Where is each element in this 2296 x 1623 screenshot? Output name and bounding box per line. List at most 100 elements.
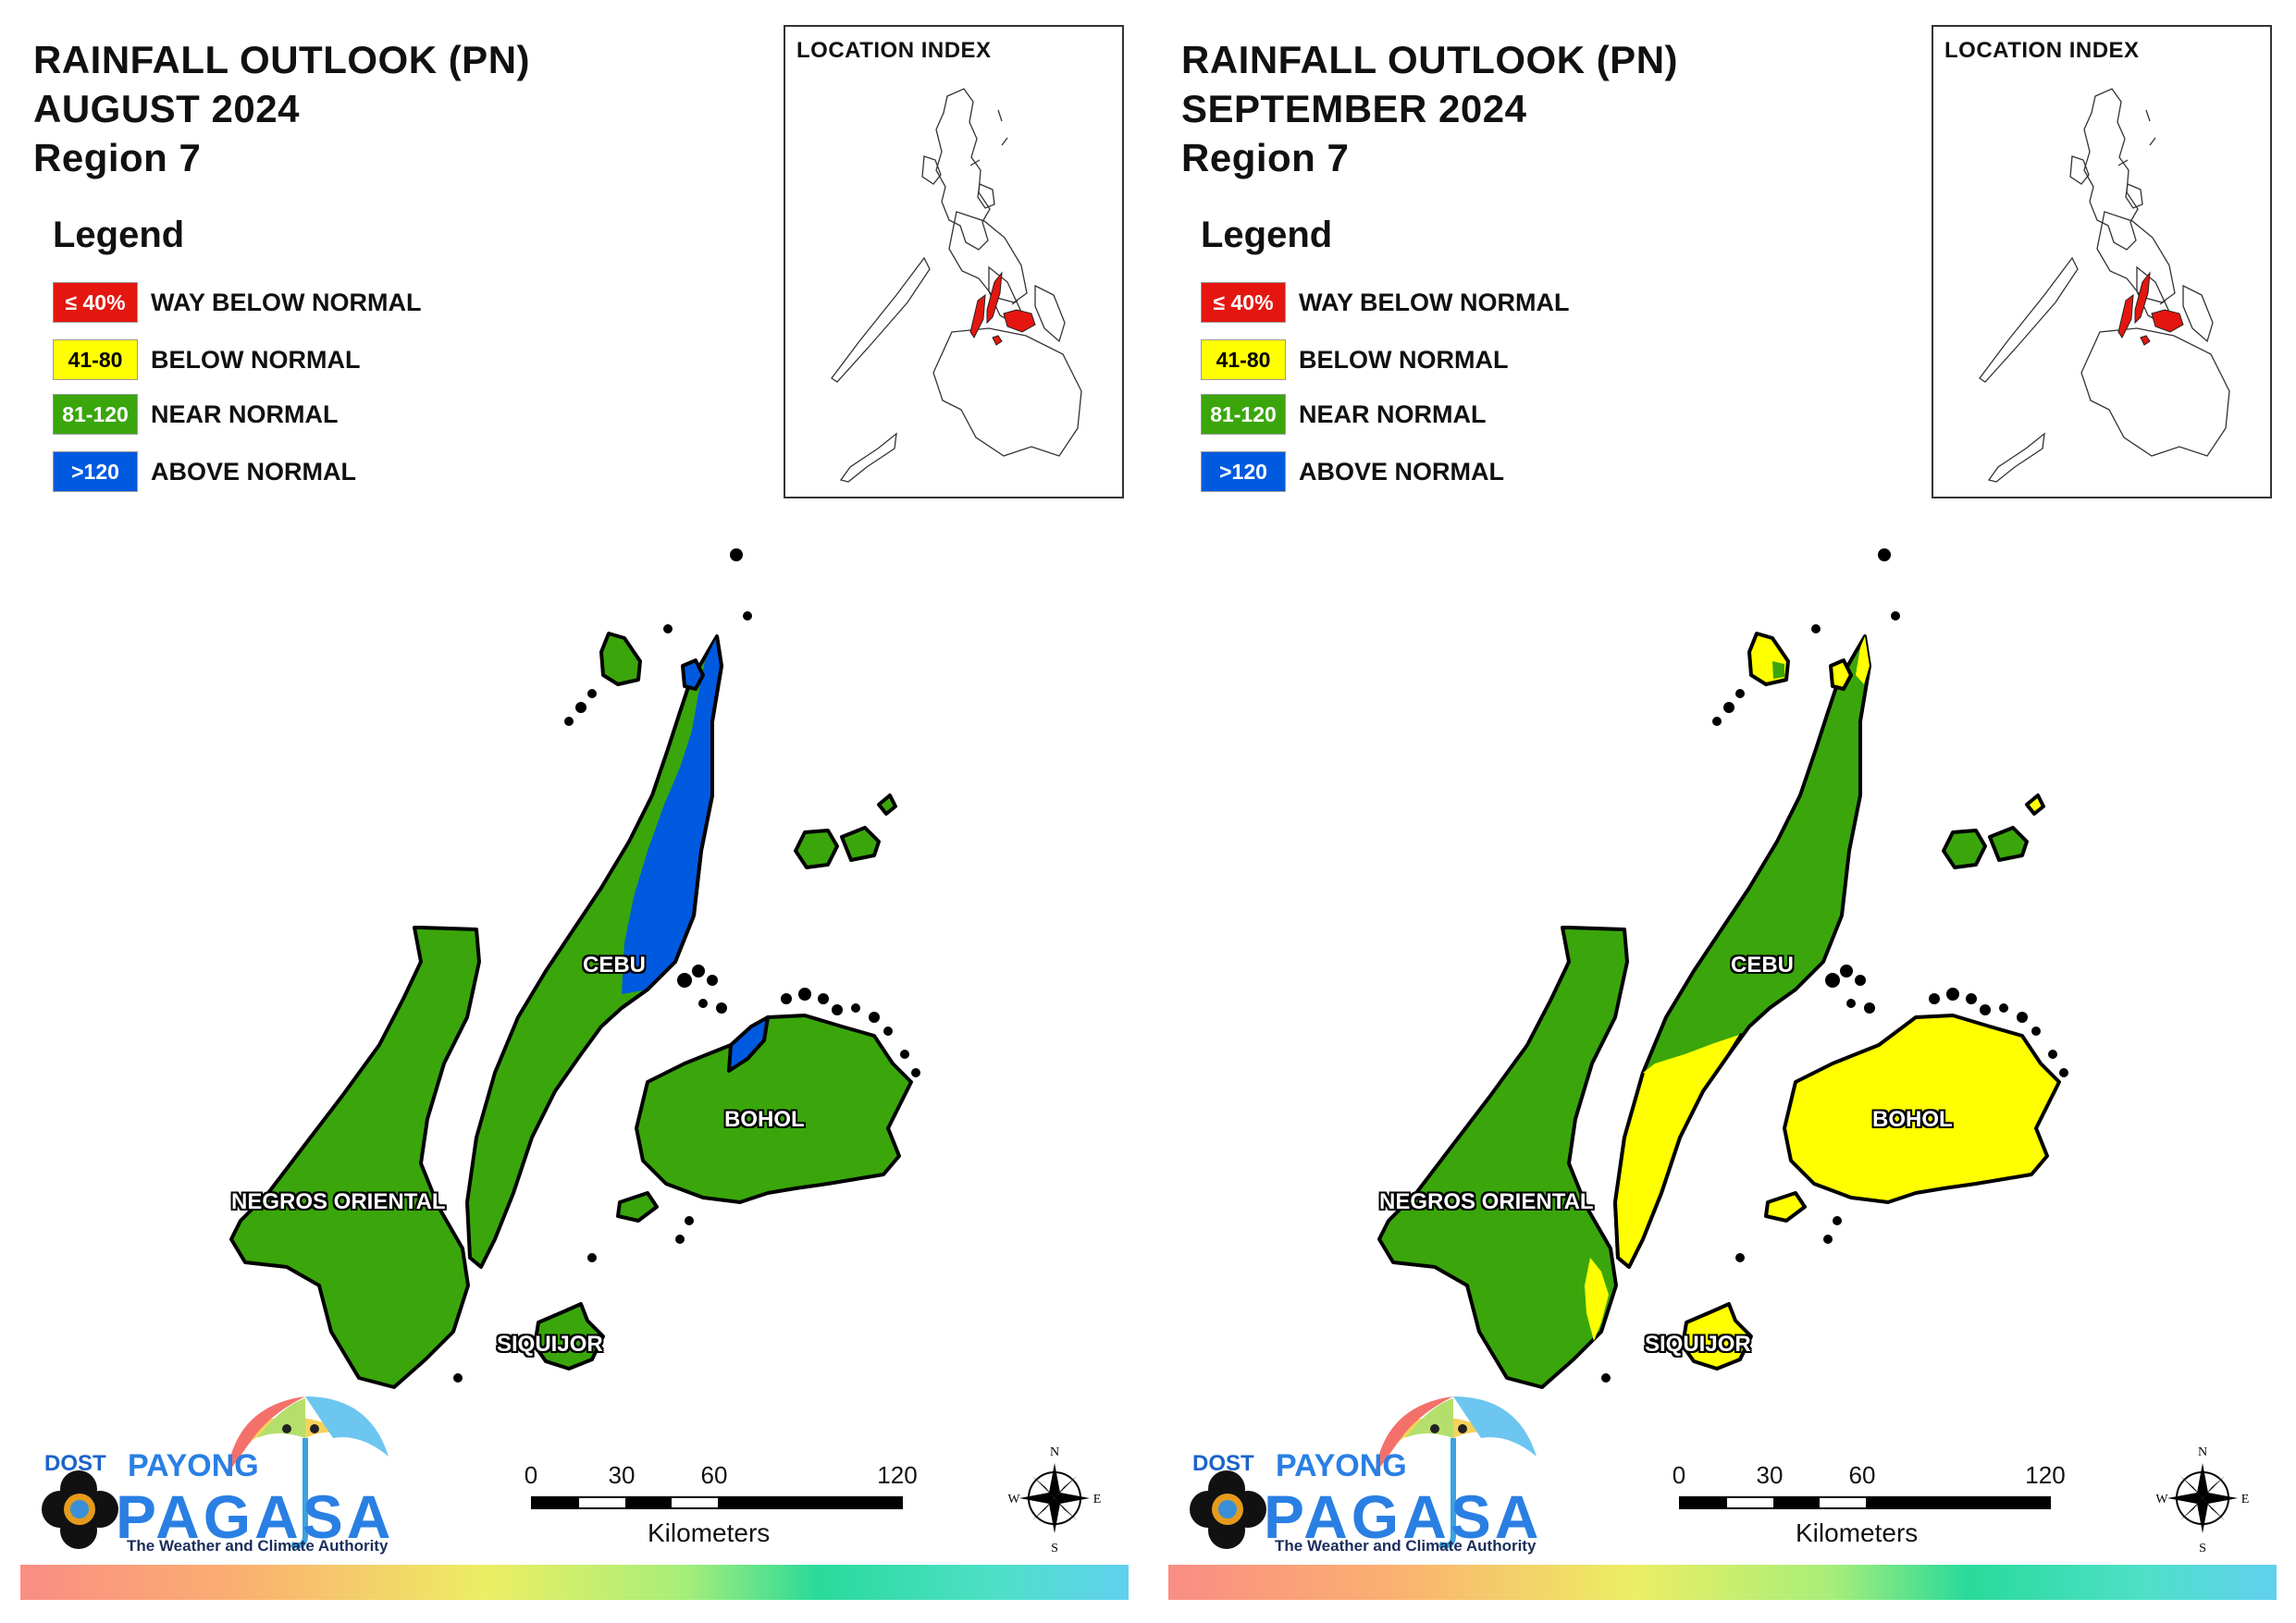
- bohol-above-normal-zone: [727, 1015, 770, 1073]
- compass-n: N: [1050, 1445, 1059, 1459]
- logo-pagasa-text: PAGASA: [1264, 1482, 1543, 1551]
- umbrella-icon: [42, 1396, 389, 1549]
- logo-pagasa-text: PAGASA: [116, 1482, 395, 1551]
- place-label-cebu: CEBU: [1731, 953, 1795, 977]
- scale-tick-label: 120: [877, 1461, 918, 1489]
- location-index-inset: LOCATION INDEX: [1932, 25, 2272, 498]
- compass-e: E: [1093, 1493, 1101, 1506]
- logo-payong-text: PAYONG: [1276, 1448, 1407, 1483]
- legend-item-way-below: ≤ 40% WAY BELOW NORMAL: [53, 282, 422, 323]
- outlook-panel-august: RAINFALL OUTLOOK (PN) AUGUST 2024 Region…: [20, 25, 1129, 1600]
- title-line-1: RAINFALL OUTLOOK (PN): [1181, 38, 1679, 81]
- negros-oriental-region: [1377, 926, 1629, 1389]
- title-line-3: Region 7: [33, 136, 202, 179]
- logo-tagline: The Weather and Climate Authority: [1275, 1537, 1537, 1555]
- scale-tick-label: 60: [700, 1461, 728, 1489]
- legend-item-way-below: ≤ 40% WAY BELOW NORMAL: [1201, 282, 1570, 323]
- legend-label: BELOW NORMAL: [1299, 345, 1509, 374]
- bohol-region: [635, 1014, 913, 1204]
- title-line-1: RAINFALL OUTLOOK (PN): [33, 38, 531, 81]
- philippines-index-map: [1979, 88, 2230, 483]
- compass-s: S: [1051, 1542, 1058, 1554]
- camotes-region: [1942, 826, 2029, 869]
- legend-swatch: 41-80: [1201, 339, 1286, 380]
- compass-w: W: [2156, 1493, 2168, 1506]
- place-label-negros-oriental: NEGROS ORIENTAL: [1379, 1189, 1594, 1214]
- legend-label: NEAR NORMAL: [151, 400, 339, 428]
- location-index-title: LOCATION INDEX: [796, 38, 992, 63]
- region-7-map: [1377, 548, 2068, 1389]
- map-title: RAINFALL OUTLOOK (PN) SEPTEMBER 2024 Reg…: [1181, 35, 1678, 182]
- siquijor-region: [1681, 1302, 1753, 1371]
- scale-unit-label: Kilometers: [1796, 1518, 1919, 1547]
- compass-w: W: [1008, 1493, 1020, 1506]
- legend-swatch: >120: [53, 451, 138, 492]
- compass-e: E: [2241, 1493, 2249, 1506]
- footer-gradient-bar: [1168, 1565, 2277, 1600]
- place-label-negros-oriental: NEGROS ORIENTAL: [231, 1189, 446, 1214]
- scale-tick-label: 30: [1756, 1461, 1784, 1489]
- map-title: RAINFALL OUTLOOK (PN) AUGUST 2024 Region…: [33, 35, 530, 182]
- title-line-2: AUGUST 2024: [33, 87, 300, 130]
- legend-swatch: >120: [1201, 451, 1286, 492]
- scale-bar-graphic: [531, 1496, 903, 1509]
- cebu-below-normal-zone: [1615, 1034, 1742, 1267]
- legend-swatch: 81-120: [1201, 394, 1286, 435]
- legend-item-below: 41-80 BELOW NORMAL: [1201, 339, 1508, 380]
- title-line-3: Region 7: [1181, 136, 1350, 179]
- place-label-cebu: CEBU: [583, 953, 647, 977]
- scale-tick-label: 60: [1848, 1461, 1876, 1489]
- legend-title: Legend: [1201, 215, 1333, 255]
- compass-n: N: [2198, 1445, 2207, 1459]
- scale-bar-graphic: [1679, 1496, 2051, 1509]
- compass-rose-icon: N S W E: [1007, 1445, 1101, 1555]
- philippines-index-map: [831, 88, 1082, 483]
- umbrella-icon: [1190, 1396, 1537, 1549]
- bohol-region: [1783, 1014, 2061, 1204]
- scale-tick-label: 0: [524, 1461, 538, 1489]
- region-7-map: [229, 548, 920, 1389]
- legend-swatch: ≤ 40%: [53, 282, 138, 323]
- negros-below-normal-zone: [1585, 1258, 1609, 1341]
- compass-rose-icon: N S W E: [2155, 1445, 2249, 1555]
- legend-swatch: 41-80: [53, 339, 138, 380]
- legend-label: NEAR NORMAL: [1299, 400, 1487, 428]
- scale-tick-label: 0: [1672, 1461, 1686, 1489]
- scale-tick-label: 30: [608, 1461, 636, 1489]
- legend-label: WAY BELOW NORMAL: [151, 288, 422, 316]
- legend-item-above: >120 ABOVE NORMAL: [1201, 451, 1504, 492]
- legend-label: BELOW NORMAL: [151, 345, 361, 374]
- logo-payong-text: PAYONG: [128, 1448, 259, 1483]
- location-index-inset: LOCATION INDEX: [784, 25, 1124, 498]
- legend-item-near: 81-120 NEAR NORMAL: [1201, 394, 1487, 435]
- negros-oriental-region: [229, 926, 481, 1389]
- legend-item-near: 81-120 NEAR NORMAL: [53, 394, 339, 435]
- pagasa-logo: DOST PAYONG PAGASA The Weather and Clima…: [1176, 1387, 1546, 1572]
- legend-title: Legend: [53, 215, 185, 255]
- legend-swatch: ≤ 40%: [1201, 282, 1286, 323]
- place-label-siquijor: SIQUIJOR: [497, 1332, 603, 1357]
- camotes-region: [794, 793, 897, 869]
- cebu-above-normal-zone: [622, 636, 722, 994]
- legend-item-below: 41-80 BELOW NORMAL: [53, 339, 360, 380]
- scale-bar: 0 30 60 120 Kilometers: [518, 1461, 925, 1563]
- logo-tagline: The Weather and Climate Authority: [127, 1537, 389, 1555]
- legend-label: WAY BELOW NORMAL: [1299, 288, 1570, 316]
- north-arrow-compass: N S W E: [2155, 1443, 2249, 1555]
- footer-gradient-bar: [20, 1565, 1129, 1600]
- title-line-2: SEPTEMBER 2024: [1181, 87, 1527, 130]
- pagasa-logo: DOST PAYONG PAGASA The Weather and Clima…: [28, 1387, 398, 1572]
- outlook-panel-september: RAINFALL OUTLOOK (PN) SEPTEMBER 2024 Reg…: [1148, 0, 2296, 1623]
- compass-s: S: [2199, 1542, 2206, 1554]
- legend-swatch: 81-120: [53, 394, 138, 435]
- logo-dost-text: DOST: [1192, 1451, 1254, 1476]
- scale-unit-label: Kilometers: [648, 1518, 771, 1547]
- bantayan-region: [599, 632, 642, 686]
- legend-label: ABOVE NORMAL: [151, 457, 356, 486]
- place-label-bohol: BOHOL: [1872, 1107, 1953, 1132]
- place-label-bohol: BOHOL: [724, 1107, 805, 1132]
- legend-item-above: >120 ABOVE NORMAL: [53, 451, 356, 492]
- siquijor-region: [533, 1302, 605, 1371]
- legend-label: ABOVE NORMAL: [1299, 457, 1504, 486]
- location-index-title: LOCATION INDEX: [1944, 38, 2140, 63]
